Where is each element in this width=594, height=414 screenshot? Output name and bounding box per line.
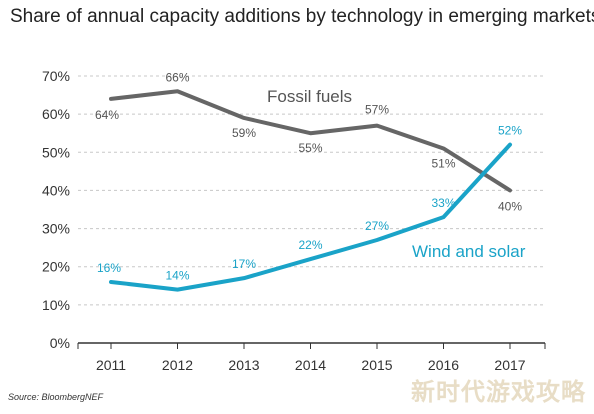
data-label-fossil-fuels: 66% <box>165 70 189 84</box>
x-tick-label: 2012 <box>162 357 193 373</box>
x-tick-label: 2013 <box>228 357 259 373</box>
y-tick-label: 60% <box>42 106 70 122</box>
data-label-fossil-fuels: 57% <box>365 103 389 117</box>
series-label-wind-and-solar: Wind and solar <box>412 242 526 261</box>
y-tick-label: 40% <box>42 182 70 198</box>
x-tick-label: 2016 <box>428 357 459 373</box>
data-label-wind-and-solar: 33% <box>431 196 455 210</box>
y-tick-label: 20% <box>42 259 70 275</box>
y-tick-label: 0% <box>50 335 70 351</box>
source-note: Source: BloombergNEF <box>8 392 104 402</box>
data-label-fossil-fuels: 59% <box>232 126 256 140</box>
x-tick-label: 2015 <box>361 357 392 373</box>
watermark-text: 新时代游戏攻略 <box>411 379 586 406</box>
data-label-fossil-fuels: 64% <box>95 108 119 122</box>
y-tick-label: 70% <box>42 68 70 84</box>
y-tick-label: 50% <box>42 144 70 160</box>
series-line-wind-and-solar <box>109 142 512 292</box>
data-label-fossil-fuels: 55% <box>298 141 322 155</box>
data-label-wind-and-solar: 27% <box>365 219 389 233</box>
series-line-fossil-fuels <box>109 89 512 193</box>
data-label-wind-and-solar: 16% <box>97 261 121 275</box>
data-label-wind-and-solar: 14% <box>165 269 189 283</box>
data-label-wind-and-solar: 22% <box>298 238 322 252</box>
data-label-fossil-fuels: 40% <box>498 199 522 213</box>
data-label-wind-and-solar: 17% <box>232 257 256 271</box>
data-label-fossil-fuels: 51% <box>431 156 455 170</box>
x-tick-label: 2014 <box>295 357 326 373</box>
x-tick-label: 2011 <box>96 357 126 373</box>
y-tick-label: 30% <box>42 221 70 237</box>
y-tick-label: 10% <box>42 297 70 313</box>
x-tick-label: 2017 <box>494 357 525 373</box>
data-label-wind-and-solar: 52% <box>498 124 522 138</box>
series-label-fossil-fuels: Fossil fuels <box>267 87 352 106</box>
chart-title: Share of annual capacity additions by te… <box>10 6 594 27</box>
